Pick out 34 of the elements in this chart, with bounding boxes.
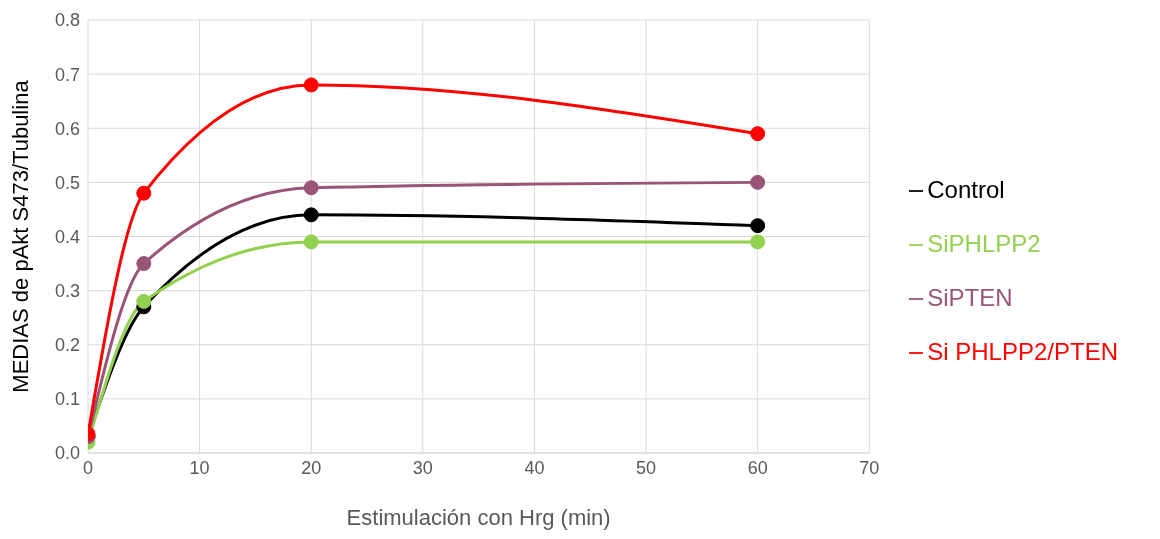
y-axis-title: MEDIAS de pAkt S473/Tubulina (7, 79, 33, 393)
x-tick-label: 70 (859, 457, 880, 478)
x-tick-label: 0 (82, 457, 94, 478)
x-tick-label: 40 (524, 457, 545, 478)
y-tick-label: 0.0 (54, 443, 80, 464)
y-tick-label: 0.7 (54, 64, 80, 85)
x-axis-title: Estimulación con Hrg (min) (346, 505, 611, 530)
y-tick-label: 0.1 (54, 389, 80, 410)
point (303, 234, 319, 250)
point (303, 77, 319, 93)
legend-label: Si PHLPP2/PTEN (927, 337, 1118, 365)
x-tick-label: 10 (189, 457, 210, 478)
x-tick-label: 20 (301, 457, 322, 478)
legend-label: SiPHLPP2 (927, 229, 1041, 257)
y-tick-label: 0.6 (54, 118, 80, 139)
y-tick-label: 0.2 (54, 335, 80, 356)
legend-label: SiPTEN (927, 283, 1013, 311)
point (136, 185, 152, 201)
x-tick-label: 30 (412, 457, 433, 478)
point (750, 174, 766, 190)
point (750, 126, 766, 142)
point (303, 180, 319, 196)
y-tick-label: 0.5 (54, 172, 80, 193)
y-tick-label: 0.8 (54, 10, 80, 31)
y-tick-label: 0.3 (54, 281, 80, 302)
y-tick-label: 0.4 (54, 226, 80, 247)
point (303, 207, 319, 223)
point (750, 218, 766, 234)
point (136, 293, 152, 309)
legend-label: Control (927, 175, 1005, 203)
x-tick-label: 50 (636, 457, 657, 478)
x-tick-label: 60 (747, 457, 768, 478)
point (136, 256, 152, 272)
point (750, 234, 766, 250)
